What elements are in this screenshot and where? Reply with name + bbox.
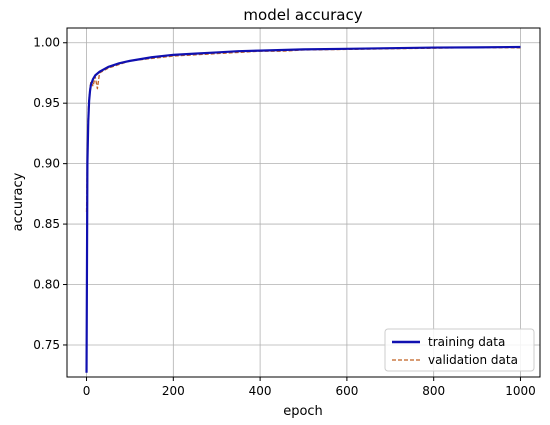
series-line-training: [85, 45, 521, 373]
x-tick-label: 600: [335, 384, 358, 398]
x-tick-label: 0: [83, 384, 91, 398]
y-tick-label: 0.80: [33, 278, 60, 292]
legend-label-training: training data: [428, 335, 505, 349]
legend-label-validation: validation data: [428, 353, 518, 367]
y-tick-label: 1.00: [33, 36, 60, 50]
x-ticks: 0 200 400 600 800 1000: [83, 377, 536, 398]
x-tick-label: 400: [249, 384, 272, 398]
y-tick-label: 0.90: [33, 157, 60, 171]
x-tick-label: 1000: [505, 384, 536, 398]
series-line-validation: [85, 46, 521, 212]
legend-box: [384, 328, 535, 372]
chart-title: model accuracy: [243, 6, 362, 24]
y-tick-label: 0.95: [33, 96, 60, 110]
y-tick-label: 0.85: [33, 217, 60, 231]
x-tick-label: 200: [162, 384, 185, 398]
y-ticks: 0.75 0.80 0.85 0.90 0.95 1.00: [33, 36, 67, 352]
x-tick-label: 800: [422, 384, 445, 398]
series-layer: [85, 45, 521, 373]
y-tick-label: 0.75: [33, 338, 60, 352]
legend: training data validation data: [384, 328, 535, 372]
x-axis-label: epoch: [283, 404, 323, 419]
y-axis-label: accuracy: [11, 172, 26, 231]
grid-layer: [67, 28, 540, 377]
plot-frame: [66, 27, 541, 378]
